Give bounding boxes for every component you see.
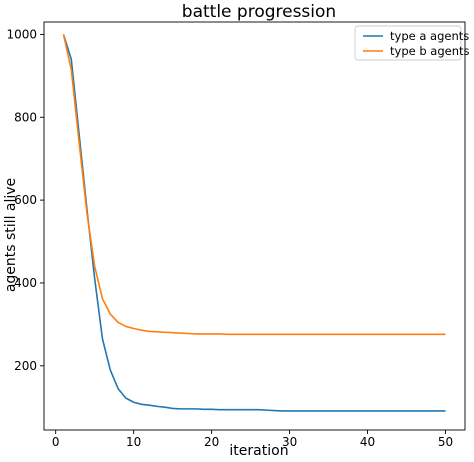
x-tick-label: 20	[204, 435, 219, 449]
y-tick-label: 600	[14, 193, 37, 207]
x-axis-title: iteration	[229, 443, 288, 459]
y-tick-label: 200	[14, 359, 37, 373]
legend-label-2: type b agents	[390, 44, 470, 58]
series-line-2	[62, 34, 446, 336]
x-tick-label: 30	[282, 435, 297, 449]
x-tick-label: 40	[360, 435, 375, 449]
x-tick-label: 0	[52, 435, 60, 449]
y-tick-label: 800	[14, 110, 37, 124]
y-axis-title: agents still alive	[3, 178, 19, 292]
series-line-1	[62, 34, 446, 412]
y-tick-label: 400	[14, 276, 37, 290]
y-tick-label: 1000	[6, 27, 37, 41]
chart-title: battle progression	[182, 2, 336, 22]
plot-frame	[43, 21, 466, 431]
x-tick-label: 50	[438, 435, 453, 449]
legend-label-1: type a agents	[390, 29, 469, 43]
plot-area: 0 10 20 30 40 50 200 400 600 800 1000	[6, 21, 466, 449]
x-tick-label: 10	[126, 435, 141, 449]
